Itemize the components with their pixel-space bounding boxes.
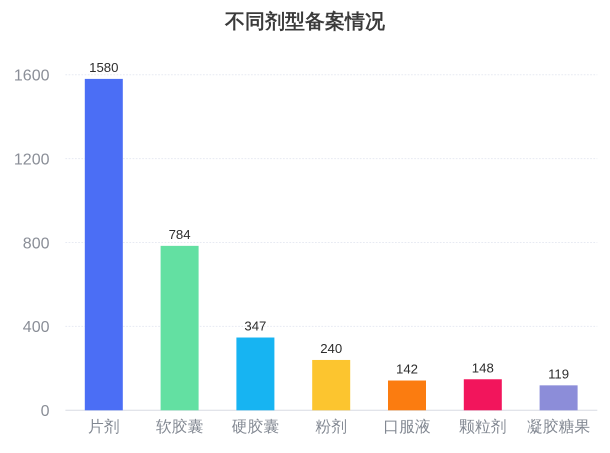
svg-text:1580: 1580: [89, 60, 118, 75]
svg-text:400: 400: [23, 319, 50, 336]
svg-text:800: 800: [23, 235, 50, 252]
svg-text:347: 347: [244, 319, 266, 334]
svg-text:148: 148: [472, 360, 494, 375]
svg-text:119: 119: [548, 366, 569, 381]
svg-text:142: 142: [396, 362, 418, 377]
svg-text:1200: 1200: [14, 151, 50, 168]
svg-text:240: 240: [320, 341, 342, 356]
svg-text:0: 0: [41, 403, 50, 420]
svg-text:1600: 1600: [14, 68, 50, 85]
svg-text:784: 784: [169, 227, 191, 242]
